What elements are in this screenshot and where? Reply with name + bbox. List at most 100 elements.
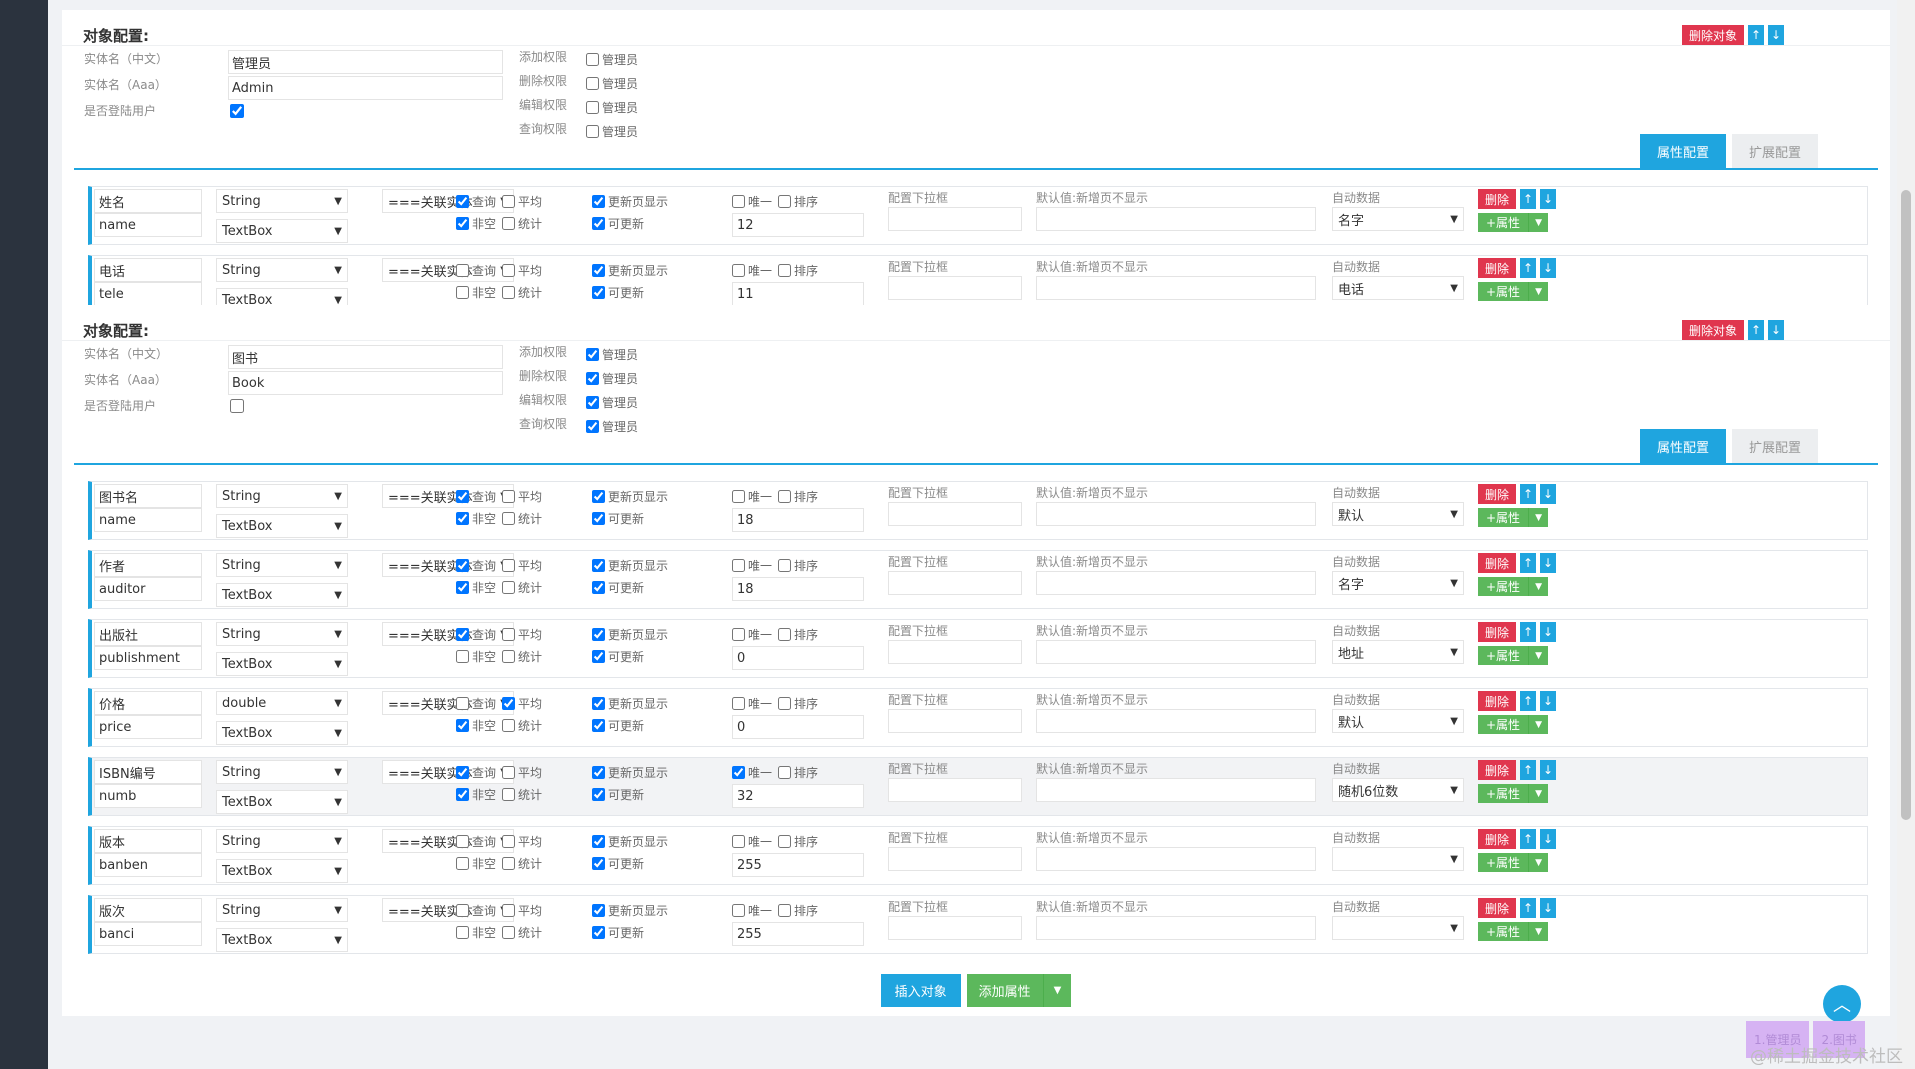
unique-input[interactable]	[732, 195, 745, 208]
move-up-icon[interactable]: ↑	[1520, 622, 1537, 642]
show-on-update-input[interactable]	[592, 195, 605, 208]
default-value-input[interactable]	[1036, 916, 1316, 940]
statistics-checkbox[interactable]: 统计	[502, 284, 542, 301]
scrollbar[interactable]	[1897, 0, 1915, 1069]
unique-checkbox[interactable]: 唯一	[732, 833, 772, 850]
unique-input[interactable]	[732, 490, 745, 503]
show-on-update-checkbox[interactable]: 更新页显示	[592, 557, 668, 574]
add-property-button[interactable]: +属性	[1478, 508, 1529, 527]
attr-length-input[interactable]	[732, 922, 864, 946]
unique-input[interactable]	[732, 904, 745, 917]
attr-widget-select[interactable]: TextBox ▼	[216, 721, 348, 745]
chevron-down-icon[interactable]: ▼	[1528, 577, 1548, 596]
not-null-input[interactable]	[456, 926, 469, 939]
attr-cn-name-input[interactable]	[94, 622, 202, 646]
show-on-update-checkbox[interactable]: 更新页显示	[592, 764, 668, 781]
query-checkbox[interactable]: 查询	[456, 193, 496, 210]
attr-type-select[interactable]: String ▼	[216, 553, 348, 577]
unique-checkbox[interactable]: 唯一	[732, 695, 772, 712]
add-property-button[interactable]: +属性	[1478, 577, 1529, 596]
show-on-update-checkbox[interactable]: 更新页显示	[592, 902, 668, 919]
statistics-input[interactable]	[502, 217, 515, 230]
not-null-input[interactable]	[456, 581, 469, 594]
attr-type-select[interactable]: String ▼	[216, 898, 348, 922]
updatable-checkbox[interactable]: 可更新	[592, 924, 644, 941]
average-input[interactable]	[502, 697, 515, 710]
statistics-checkbox[interactable]: 统计	[502, 648, 542, 665]
permission-del-input[interactable]	[586, 77, 599, 90]
move-up-icon[interactable]: ↑	[1748, 320, 1764, 340]
move-down-icon[interactable]: ↓	[1540, 622, 1557, 642]
permission-add-checkbox[interactable]: 管理员	[586, 346, 638, 363]
query-checkbox[interactable]: 查询	[456, 902, 496, 919]
sort-input[interactable]	[778, 766, 791, 779]
add-property-button[interactable]: +属性	[1478, 282, 1529, 301]
attr-cn-name-input[interactable]	[94, 760, 202, 784]
updatable-input[interactable]	[592, 926, 605, 939]
not-null-input[interactable]	[456, 512, 469, 525]
is-login-user-checkbox[interactable]	[230, 399, 244, 413]
show-on-update-checkbox[interactable]: 更新页显示	[592, 626, 668, 643]
query-input[interactable]	[456, 697, 469, 710]
statistics-input[interactable]	[502, 926, 515, 939]
delete-attribute-button[interactable]: 删除	[1478, 691, 1517, 711]
sort-input[interactable]	[778, 490, 791, 503]
sort-input[interactable]	[778, 835, 791, 848]
auto-data-select[interactable]: 名字 ▼	[1332, 571, 1464, 595]
attr-length-input[interactable]	[732, 508, 864, 532]
average-checkbox[interactable]: 平均	[502, 262, 542, 279]
add-attribute-button[interactable]: 添加属性	[966, 973, 1043, 1007]
delete-attribute-button[interactable]: 删除	[1478, 898, 1517, 918]
sort-input[interactable]	[778, 264, 791, 277]
unique-input[interactable]	[732, 835, 745, 848]
chevron-down-icon[interactable]: ▼	[1528, 646, 1548, 665]
not-null-checkbox[interactable]: 非空	[456, 717, 496, 734]
attr-cn-name-input[interactable]	[94, 484, 202, 508]
show-on-update-input[interactable]	[592, 766, 605, 779]
default-value-input[interactable]	[1036, 571, 1316, 595]
updatable-input[interactable]	[592, 857, 605, 870]
move-up-icon[interactable]: ↑	[1520, 553, 1537, 573]
average-checkbox[interactable]: 平均	[502, 902, 542, 919]
add-property-button[interactable]: +属性	[1478, 922, 1529, 941]
query-input[interactable]	[456, 490, 469, 503]
move-down-icon[interactable]: ↓	[1540, 691, 1557, 711]
show-on-update-input[interactable]	[592, 904, 605, 917]
updatable-input[interactable]	[592, 512, 605, 525]
move-down-icon[interactable]: ↓	[1768, 25, 1784, 45]
show-on-update-checkbox[interactable]: 更新页显示	[592, 193, 668, 210]
chevron-down-icon[interactable]: ▼	[1528, 282, 1548, 301]
auto-data-select[interactable]: 随机6位数 ▼	[1332, 778, 1464, 802]
tab-extension-config[interactable]: 扩展配置	[1731, 134, 1818, 168]
not-null-checkbox[interactable]: 非空	[456, 648, 496, 665]
average-input[interactable]	[502, 195, 515, 208]
attr-widget-select[interactable]: TextBox ▼	[216, 928, 348, 952]
delete-attribute-button[interactable]: 删除	[1478, 484, 1517, 504]
move-up-icon[interactable]: ↑	[1520, 691, 1537, 711]
unique-input[interactable]	[732, 766, 745, 779]
chevron-down-icon[interactable]: ▼	[1528, 853, 1548, 872]
statistics-input[interactable]	[502, 857, 515, 870]
attr-cn-name-input[interactable]	[94, 691, 202, 715]
entity-cn-input[interactable]	[228, 345, 503, 369]
updatable-checkbox[interactable]: 可更新	[592, 284, 644, 301]
statistics-input[interactable]	[502, 650, 515, 663]
delete-attribute-button[interactable]: 删除	[1478, 622, 1517, 642]
move-down-icon[interactable]: ↓	[1540, 829, 1557, 849]
statistics-input[interactable]	[502, 788, 515, 801]
query-input[interactable]	[456, 628, 469, 641]
permission-del-input[interactable]	[586, 372, 599, 385]
attr-type-select[interactable]: String ▼	[216, 484, 348, 508]
chevron-down-icon[interactable]: ▼	[1042, 973, 1072, 1007]
average-checkbox[interactable]: 平均	[502, 557, 542, 574]
query-input[interactable]	[456, 835, 469, 848]
not-null-input[interactable]	[456, 217, 469, 230]
sort-checkbox[interactable]: 排序	[778, 262, 818, 279]
dropdown-config-input[interactable]	[888, 207, 1022, 231]
dropdown-config-input[interactable]	[888, 502, 1022, 526]
move-down-icon[interactable]: ↓	[1540, 553, 1557, 573]
attr-type-select[interactable]: String ▼	[216, 829, 348, 853]
delete-attribute-button[interactable]: 删除	[1478, 760, 1517, 780]
not-null-input[interactable]	[456, 286, 469, 299]
average-checkbox[interactable]: 平均	[502, 833, 542, 850]
